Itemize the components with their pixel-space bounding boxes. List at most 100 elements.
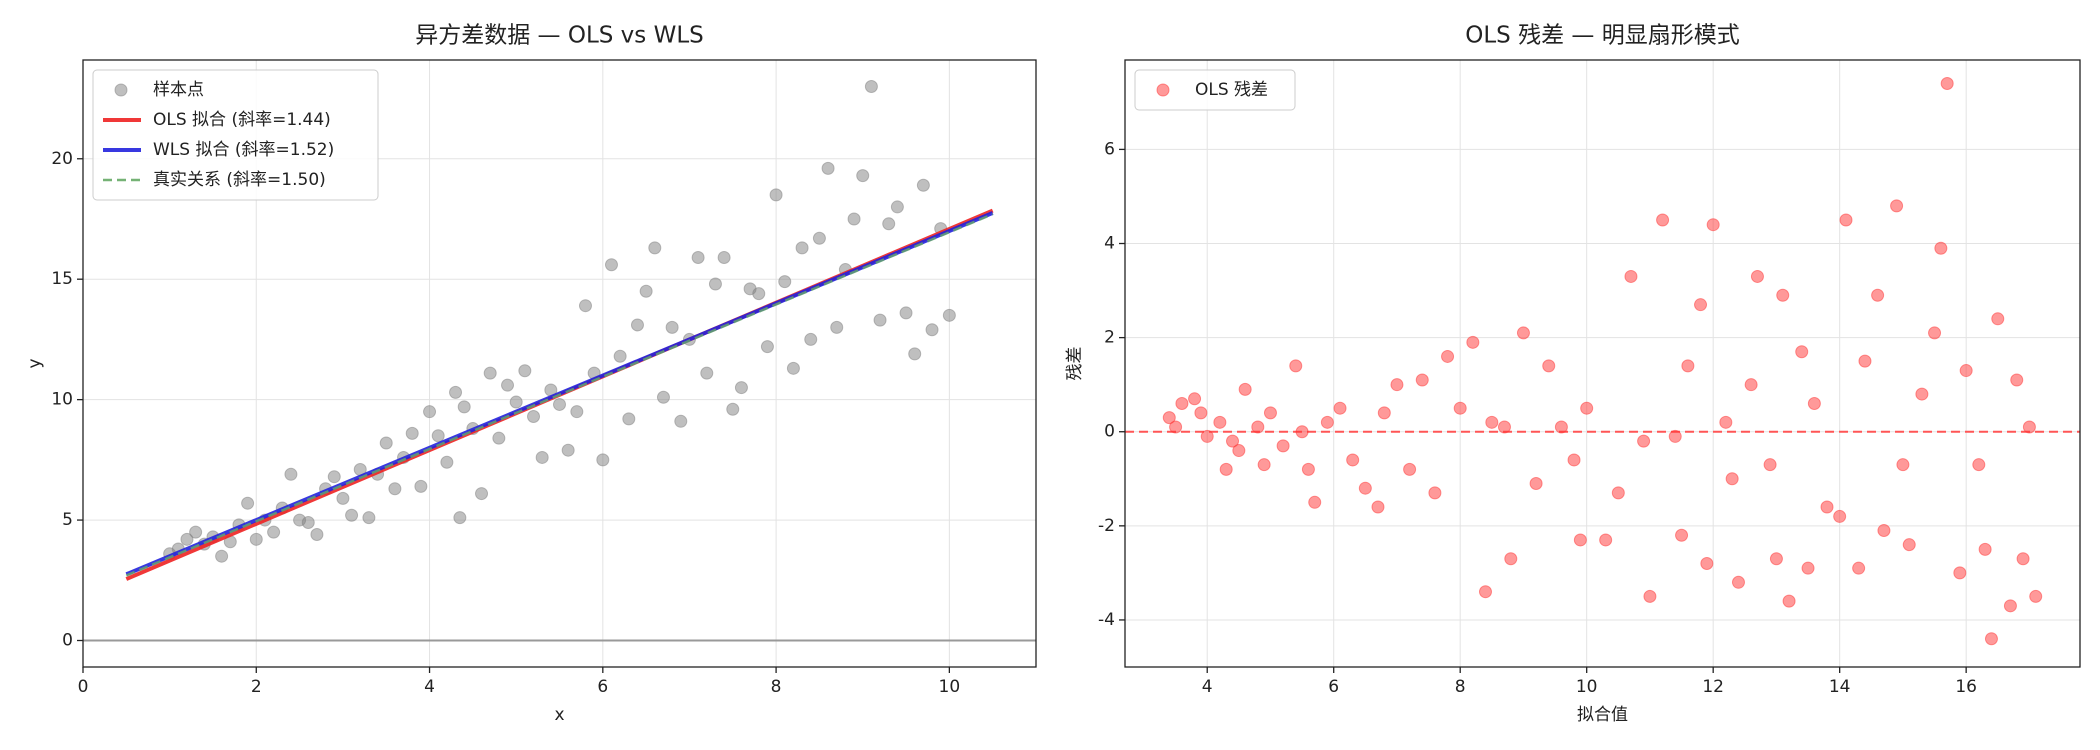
- y-tick-label: 2: [1104, 328, 1115, 348]
- point: [942, 308, 956, 322]
- point: [1871, 288, 1885, 302]
- point: [1833, 509, 1847, 523]
- point: [613, 349, 627, 363]
- point: [691, 251, 705, 265]
- point: [492, 431, 506, 445]
- x-tick-label: 10: [1576, 677, 1598, 697]
- point: [1415, 373, 1429, 387]
- point: [535, 450, 549, 464]
- point: [1852, 561, 1866, 575]
- point: [1554, 420, 1568, 434]
- point: [180, 532, 194, 546]
- point: [1441, 349, 1455, 363]
- point: [1706, 218, 1720, 232]
- point: [1403, 462, 1417, 476]
- point: [241, 496, 255, 510]
- y-tick-label: 0: [62, 631, 73, 651]
- point: [916, 178, 930, 192]
- point: [301, 515, 315, 529]
- point: [1991, 312, 2005, 326]
- chart-title: 异方差数据 — OLS vs WLS: [415, 23, 704, 49]
- point: [449, 385, 463, 399]
- y-tick-label: 10: [51, 390, 73, 410]
- point: [1890, 199, 1904, 213]
- point: [1839, 213, 1853, 227]
- legend-label: WLS 拟合 (斜率=1.52): [153, 140, 334, 160]
- point: [1915, 387, 1929, 401]
- x-tick-label: 14: [1829, 677, 1851, 697]
- x-tick-label: 0: [78, 677, 89, 697]
- x-tick-label: 8: [1455, 677, 1466, 697]
- point: [1580, 401, 1594, 415]
- legend-label: OLS 残差: [1195, 80, 1268, 100]
- point: [1169, 420, 1183, 434]
- point: [665, 320, 679, 334]
- y-tick-label: 6: [1104, 139, 1115, 159]
- point: [1485, 415, 1499, 429]
- point: [708, 277, 722, 291]
- point: [1656, 213, 1670, 227]
- point: [310, 528, 324, 542]
- point: [1877, 524, 1891, 538]
- x-axis-label: 拟合值: [1577, 705, 1628, 725]
- point: [379, 436, 393, 450]
- point: [882, 217, 896, 231]
- x-tick-label: 6: [1328, 677, 1339, 697]
- point: [388, 482, 402, 496]
- point: [1776, 288, 1790, 302]
- point: [1744, 378, 1758, 392]
- point: [284, 467, 298, 481]
- y-tick-label: 4: [1104, 234, 1115, 254]
- point: [1795, 345, 1809, 359]
- y-tick-label: 0: [1104, 422, 1115, 442]
- point: [821, 161, 835, 175]
- legend-marker: [114, 83, 128, 97]
- point: [570, 405, 584, 419]
- point: [2003, 599, 2017, 613]
- point: [483, 366, 497, 380]
- point: [1478, 585, 1492, 599]
- point: [1542, 359, 1556, 373]
- point: [414, 479, 428, 493]
- point: [1371, 500, 1385, 514]
- point: [1700, 556, 1714, 570]
- point: [1928, 326, 1942, 340]
- point: [249, 532, 263, 546]
- y-tick-label: 20: [51, 149, 73, 169]
- point: [1567, 453, 1581, 467]
- point: [1896, 458, 1910, 472]
- point: [509, 395, 523, 409]
- point: [1820, 500, 1834, 514]
- point: [925, 323, 939, 337]
- point: [1675, 528, 1689, 542]
- x-tick-label: 2: [251, 677, 262, 697]
- point: [1750, 269, 1764, 283]
- point: [752, 287, 766, 301]
- point: [189, 525, 203, 539]
- point: [440, 455, 454, 469]
- point: [656, 390, 670, 404]
- legend-marker: [1156, 83, 1170, 97]
- point: [1573, 533, 1587, 547]
- point: [553, 397, 566, 411]
- point: [1694, 298, 1708, 312]
- x-tick-label: 4: [424, 677, 435, 697]
- point: [1504, 552, 1518, 566]
- point: [1358, 481, 1372, 495]
- point: [1276, 439, 1290, 453]
- point: [362, 511, 376, 525]
- point: [804, 332, 818, 346]
- point: [648, 241, 662, 255]
- point: [1232, 444, 1246, 458]
- point: [1953, 566, 1967, 580]
- point: [1769, 552, 1783, 566]
- axes-frame: [82, 59, 1037, 668]
- point: [630, 318, 644, 332]
- point: [1289, 359, 1303, 373]
- point: [1200, 429, 1214, 443]
- point: [873, 313, 887, 327]
- point: [639, 284, 653, 298]
- point: [1959, 364, 1973, 378]
- x-axis-label: x: [554, 705, 564, 725]
